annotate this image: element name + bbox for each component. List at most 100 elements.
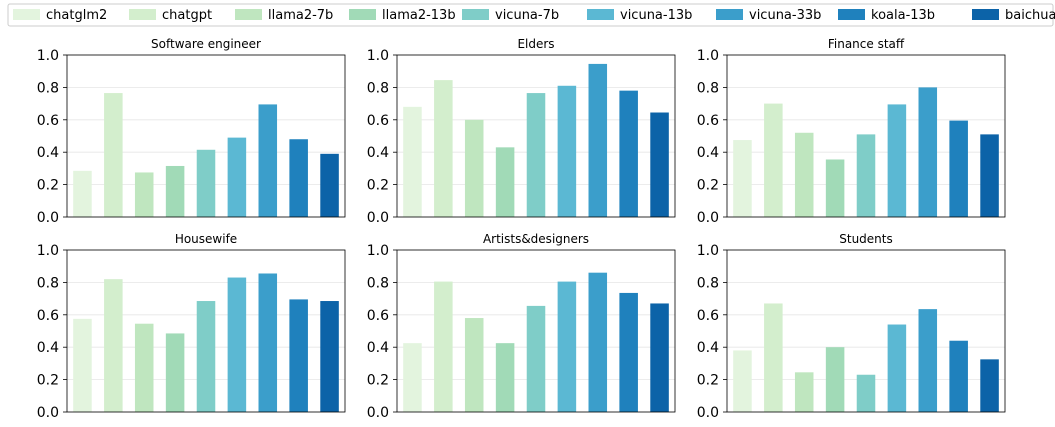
bar xyxy=(980,134,999,217)
y-tick-label: 1.0 xyxy=(37,48,59,64)
axes-frame xyxy=(66,249,346,413)
axes-frame xyxy=(66,54,346,218)
bar xyxy=(258,104,278,217)
bar xyxy=(733,140,752,217)
bar xyxy=(403,106,422,217)
legend-swatch xyxy=(587,9,614,20)
legend-label: chatgpt xyxy=(162,8,212,23)
legend-label: llama2-7b xyxy=(268,8,333,23)
legend-swatch xyxy=(349,9,376,20)
bar xyxy=(764,103,783,217)
bar xyxy=(794,132,814,217)
y-tick-label: 0.0 xyxy=(367,405,389,421)
legend-label: baichuan2 xyxy=(1005,8,1055,23)
panel-title: Housewife xyxy=(175,232,237,246)
panel: 0.0 0.2 0.4 0.6 0.8 1.0 Elders xyxy=(367,37,676,226)
y-tick-label: 0.8 xyxy=(37,275,59,291)
bar xyxy=(134,323,154,412)
bar xyxy=(495,343,515,412)
bar xyxy=(650,303,669,412)
y-tick-label: 0.0 xyxy=(697,210,719,226)
y-tick-label: 0.0 xyxy=(37,210,59,226)
y-tick-label: 0.0 xyxy=(367,210,389,226)
bar xyxy=(434,80,453,217)
bar xyxy=(980,359,999,412)
y-tick-label: 0.2 xyxy=(697,178,719,194)
bar xyxy=(227,277,247,412)
bar xyxy=(320,301,339,412)
y-tick-label: 0.6 xyxy=(367,308,389,324)
bar xyxy=(619,90,638,217)
bar xyxy=(464,119,484,217)
bar xyxy=(165,165,185,217)
panel-title: Students xyxy=(839,232,893,246)
axes-frame xyxy=(396,249,676,413)
y-tick-label: 0.8 xyxy=(697,275,719,291)
y-tick-label: 0.2 xyxy=(367,373,389,389)
bar xyxy=(134,172,154,217)
legend-label: chatglm2 xyxy=(46,8,107,23)
legend-swatch xyxy=(838,9,865,20)
bar xyxy=(650,112,669,217)
y-tick-label: 0.8 xyxy=(697,80,719,96)
bar xyxy=(825,347,845,412)
y-tick-label: 0.8 xyxy=(367,275,389,291)
bar xyxy=(856,134,876,217)
y-tick-label: 0.6 xyxy=(37,308,59,324)
y-tick-label: 0.6 xyxy=(37,113,59,129)
axes-frame xyxy=(726,249,1006,413)
y-tick-label: 1.0 xyxy=(697,48,719,64)
panel-title: Elders xyxy=(517,37,554,51)
bar xyxy=(258,273,278,412)
bar xyxy=(949,120,968,217)
y-tick-label: 0.4 xyxy=(37,145,59,161)
legend-label: llama2-13b xyxy=(382,8,456,23)
bar xyxy=(526,305,546,412)
y-tick-label: 0.4 xyxy=(367,145,389,161)
bar xyxy=(227,137,247,217)
bar xyxy=(918,87,938,218)
legend-swatch xyxy=(129,9,156,20)
panel-title: Finance staff xyxy=(828,37,905,51)
y-tick-label: 0.4 xyxy=(697,340,719,356)
bar xyxy=(289,139,308,217)
bar xyxy=(588,272,608,412)
y-tick-label: 0.2 xyxy=(697,373,719,389)
bar xyxy=(588,63,608,217)
panel: 0.0 0.2 0.4 0.6 0.8 1.0 Artists&designers xyxy=(367,232,676,421)
y-tick-label: 0.6 xyxy=(697,113,719,129)
bar xyxy=(856,374,876,412)
legend-swatch xyxy=(13,9,40,20)
bar xyxy=(73,170,92,217)
y-tick-label: 0.8 xyxy=(37,80,59,96)
legend-swatch xyxy=(462,9,489,20)
panel-title: Artists&designers xyxy=(483,232,589,246)
bar xyxy=(104,279,123,412)
bar xyxy=(526,93,546,217)
y-tick-label: 1.0 xyxy=(697,243,719,259)
bar xyxy=(557,85,577,217)
bar xyxy=(918,309,938,412)
y-tick-label: 0.4 xyxy=(697,145,719,161)
bar xyxy=(320,153,339,217)
y-tick-label: 0.4 xyxy=(37,340,59,356)
bar xyxy=(887,324,907,412)
bar xyxy=(104,93,123,217)
y-tick-label: 0.6 xyxy=(367,113,389,129)
bar xyxy=(165,333,185,412)
y-tick-label: 1.0 xyxy=(367,48,389,64)
panel: 0.0 0.2 0.4 0.6 0.8 1.0 Software engineer xyxy=(37,37,346,226)
y-tick-label: 0.4 xyxy=(367,340,389,356)
panel: 0.0 0.2 0.4 0.6 0.8 1.0 Students xyxy=(697,232,1006,421)
y-tick-label: 1.0 xyxy=(37,243,59,259)
y-tick-label: 0.2 xyxy=(367,178,389,194)
legend-swatch xyxy=(972,9,999,20)
bar xyxy=(196,149,216,217)
y-tick-label: 0.8 xyxy=(367,80,389,96)
legend-label: koala-13b xyxy=(871,8,935,23)
bar xyxy=(733,350,752,412)
legend-label: vicuna-13b xyxy=(620,8,692,23)
